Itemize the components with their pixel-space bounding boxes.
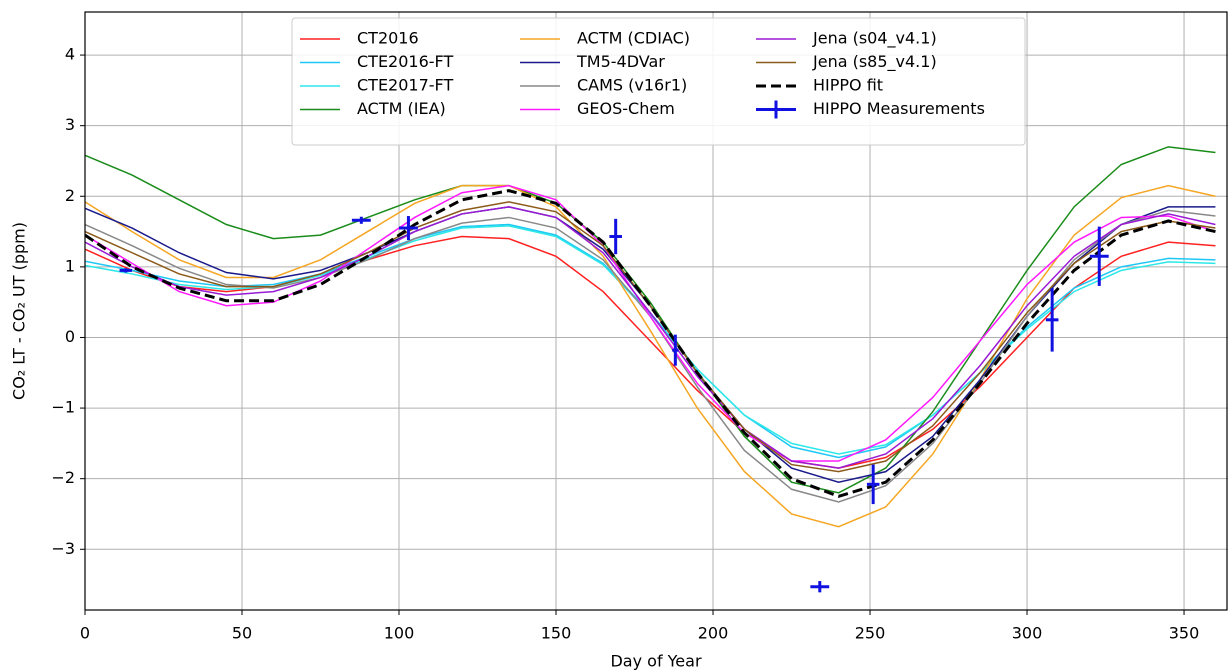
legend-label: Jena (s04_v4.1) xyxy=(812,29,937,49)
y-tick-label: 4 xyxy=(65,45,75,64)
plot-area xyxy=(85,146,1216,593)
legend-label: ACTM (IEA) xyxy=(357,99,446,118)
y-axis-label: CO₂ LT - CO₂ UT (ppm) xyxy=(10,222,29,400)
series-line xyxy=(85,201,1216,473)
y-tick-label: 2 xyxy=(65,186,75,205)
legend-label: ACTM (CDIAC) xyxy=(577,29,690,48)
y-tick-label: 0 xyxy=(65,327,75,346)
legend-label: CTE2017-FT xyxy=(357,76,453,95)
y-tick-label: 1 xyxy=(65,256,75,275)
legend-label: GEOS-Chem xyxy=(577,99,675,118)
series-line xyxy=(85,189,1216,498)
legend-label: CT2016 xyxy=(357,29,419,48)
legend-label: HIPPO fit xyxy=(813,76,883,95)
x-tick-label: 100 xyxy=(384,624,415,643)
series-line xyxy=(85,184,1216,462)
y-tick-label: −2 xyxy=(51,468,75,487)
x-tick-label: 250 xyxy=(855,624,886,643)
ticks: 0 50 100 150 200 250 300 350 −3 −2 −1 0 1 2 3 4 xyxy=(51,45,1199,643)
x-axis-label: Day of Year xyxy=(610,652,701,671)
series-line xyxy=(85,146,1216,494)
series-line xyxy=(85,235,1216,469)
series-line xyxy=(85,184,1216,528)
series-line xyxy=(85,206,1216,483)
x-tick-label: 350 xyxy=(1169,624,1200,643)
x-tick-label: 0 xyxy=(80,624,90,643)
series-line xyxy=(85,209,1216,503)
y-tick-label: −1 xyxy=(51,398,75,417)
series-line xyxy=(85,206,1216,469)
x-tick-label: 200 xyxy=(698,624,729,643)
legend-label: CAMS (v16r1) xyxy=(577,76,687,95)
legend-label: HIPPO Measurements xyxy=(813,99,985,118)
legend-label: Jena (s85_v4.1) xyxy=(812,52,937,72)
x-tick-label: 300 xyxy=(1012,624,1043,643)
legend: CT2016 CTE2016-FT CTE2017-FT ACTM (IEA) ACTM… xyxy=(291,17,1026,146)
legend-frame xyxy=(291,17,1026,146)
y-tick-label: −3 xyxy=(51,539,75,558)
y-tick-label: 3 xyxy=(65,115,75,134)
axes-frame xyxy=(84,11,1228,611)
x-tick-label: 50 xyxy=(232,624,252,643)
legend-label: TM5-4DVar xyxy=(576,52,665,71)
legend-label: CTE2016-FT xyxy=(357,52,453,71)
x-tick-label: 150 xyxy=(541,624,572,643)
